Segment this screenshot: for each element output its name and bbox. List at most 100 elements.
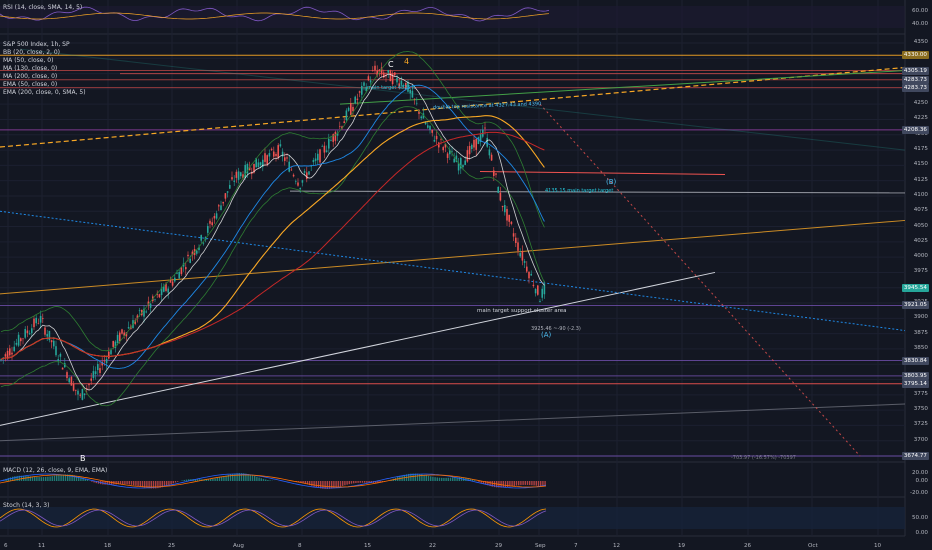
candle-body: [75, 389, 77, 391]
candle-body: [387, 70, 389, 73]
candle-body: [473, 139, 475, 148]
macd-bar: [471, 479, 474, 481]
macd-bar: [419, 474, 421, 481]
candle-body: [354, 96, 356, 104]
candle-body: [70, 376, 73, 386]
candle-body: [493, 170, 495, 176]
price-box: 4208.36: [901, 125, 929, 134]
macd-bar: [337, 481, 339, 488]
candle-body: [15, 342, 18, 345]
macd-bar: [441, 477, 443, 481]
candle-body: [537, 285, 539, 295]
candle-body: [321, 146, 323, 147]
macd-bar: [115, 481, 117, 485]
ma130-line: [0, 84, 545, 369]
candle-body: [433, 139, 436, 142]
rsi-top-legend: RSI (14, close, SMA, 14, 5): [3, 4, 83, 11]
candle-body: [22, 338, 24, 340]
indicator-legend-item[interactable]: EMA (200, close, 0, SMA, 5): [3, 89, 86, 96]
candle-body: [413, 98, 416, 100]
macd-bar: [249, 474, 251, 481]
macd-bar: [480, 481, 482, 483]
candle-body: [167, 288, 169, 293]
indicator-legend-item[interactable]: EMA (50, close, 0): [3, 81, 58, 88]
price-box: 4305.19: [901, 66, 929, 75]
wave-b-target-label: (B): [606, 178, 617, 186]
macd-bar: [64, 474, 67, 481]
macd-bar: [7, 478, 9, 481]
time-axis-tick: 29: [495, 543, 503, 549]
candle-body: [55, 346, 57, 356]
white-trendline: [0, 271, 716, 426]
macd-bar: [269, 480, 271, 481]
macd-bar: [520, 481, 522, 486]
macd-bar: [328, 481, 331, 489]
candle-body: [471, 144, 473, 149]
macd-bar: [416, 473, 419, 481]
macd-bar: [40, 477, 42, 481]
candle-body: [508, 214, 510, 222]
time-axis-tick: 10: [874, 543, 882, 549]
price-box: 4330.00: [901, 51, 929, 60]
candle-body: [345, 110, 348, 121]
candle-body: [290, 169, 293, 171]
ma50-line: [0, 73, 545, 391]
macd-bar: [357, 481, 359, 483]
macd-bar: [478, 481, 480, 482]
price-axis-tick: 4150: [913, 161, 928, 168]
ema200-line: [0, 131, 545, 360]
price-box: 3674.77: [901, 452, 929, 460]
time-axis-tick: 15: [364, 543, 372, 549]
candle-body: [418, 109, 420, 114]
indicator-legend-item[interactable]: MA (200, close, 0): [3, 73, 58, 80]
candle-body: [202, 242, 205, 244]
price-axis-tick: 4025: [913, 237, 928, 244]
candle-body: [310, 165, 312, 167]
candle-body: [92, 371, 95, 378]
macd-bar: [227, 474, 229, 481]
pane-axis-tick: 60.00: [911, 8, 928, 14]
candle-body: [26, 330, 29, 334]
macd-bar: [172, 481, 174, 484]
candle-body: [504, 205, 506, 213]
candle-body: [325, 150, 328, 152]
candle-body: [396, 77, 398, 83]
candle-body: [213, 215, 216, 219]
macd-bar: [410, 473, 412, 481]
candle-body: [336, 133, 339, 136]
macd-bar: [346, 481, 348, 485]
time-axis-tick: 26: [744, 543, 752, 549]
macd-bar: [225, 475, 227, 481]
candle-body: [435, 135, 438, 140]
macd-bar: [311, 481, 313, 486]
indicator-legend-item[interactable]: MA (50, close, 0): [3, 57, 54, 64]
macd-bar: [265, 479, 267, 481]
price-axis-tick: 4000: [913, 253, 928, 260]
candle-body: [253, 163, 255, 173]
macd-bar: [16, 475, 18, 481]
candle-body: [334, 131, 337, 141]
candle-body: [182, 263, 185, 267]
candle-body: [112, 340, 114, 347]
macd-bar: [262, 478, 265, 481]
macd-bar: [146, 481, 148, 488]
candle-body: [416, 102, 418, 104]
time-axis-tick: 6: [4, 543, 8, 549]
candle-body: [46, 334, 48, 337]
macd-bar: [58, 475, 60, 481]
price-axis-tick: 4250: [913, 100, 928, 107]
indicator-legend-item[interactable]: MA (130, close, 0): [3, 65, 58, 72]
candle-body: [457, 162, 460, 171]
macd-bar: [161, 481, 163, 488]
candle-body: [343, 121, 345, 124]
macd-bar: [205, 479, 207, 481]
time-axis-tick: 22: [429, 543, 437, 549]
candle-body: [189, 258, 191, 263]
candle-body: [11, 352, 13, 355]
indicator-legend-item[interactable]: BB (20, close, 2, 0): [3, 49, 60, 56]
candle-body: [490, 154, 493, 161]
target-line: [479, 170, 726, 176]
pane-axis-tick: 0.00: [915, 530, 928, 536]
macd-bar: [210, 479, 212, 481]
